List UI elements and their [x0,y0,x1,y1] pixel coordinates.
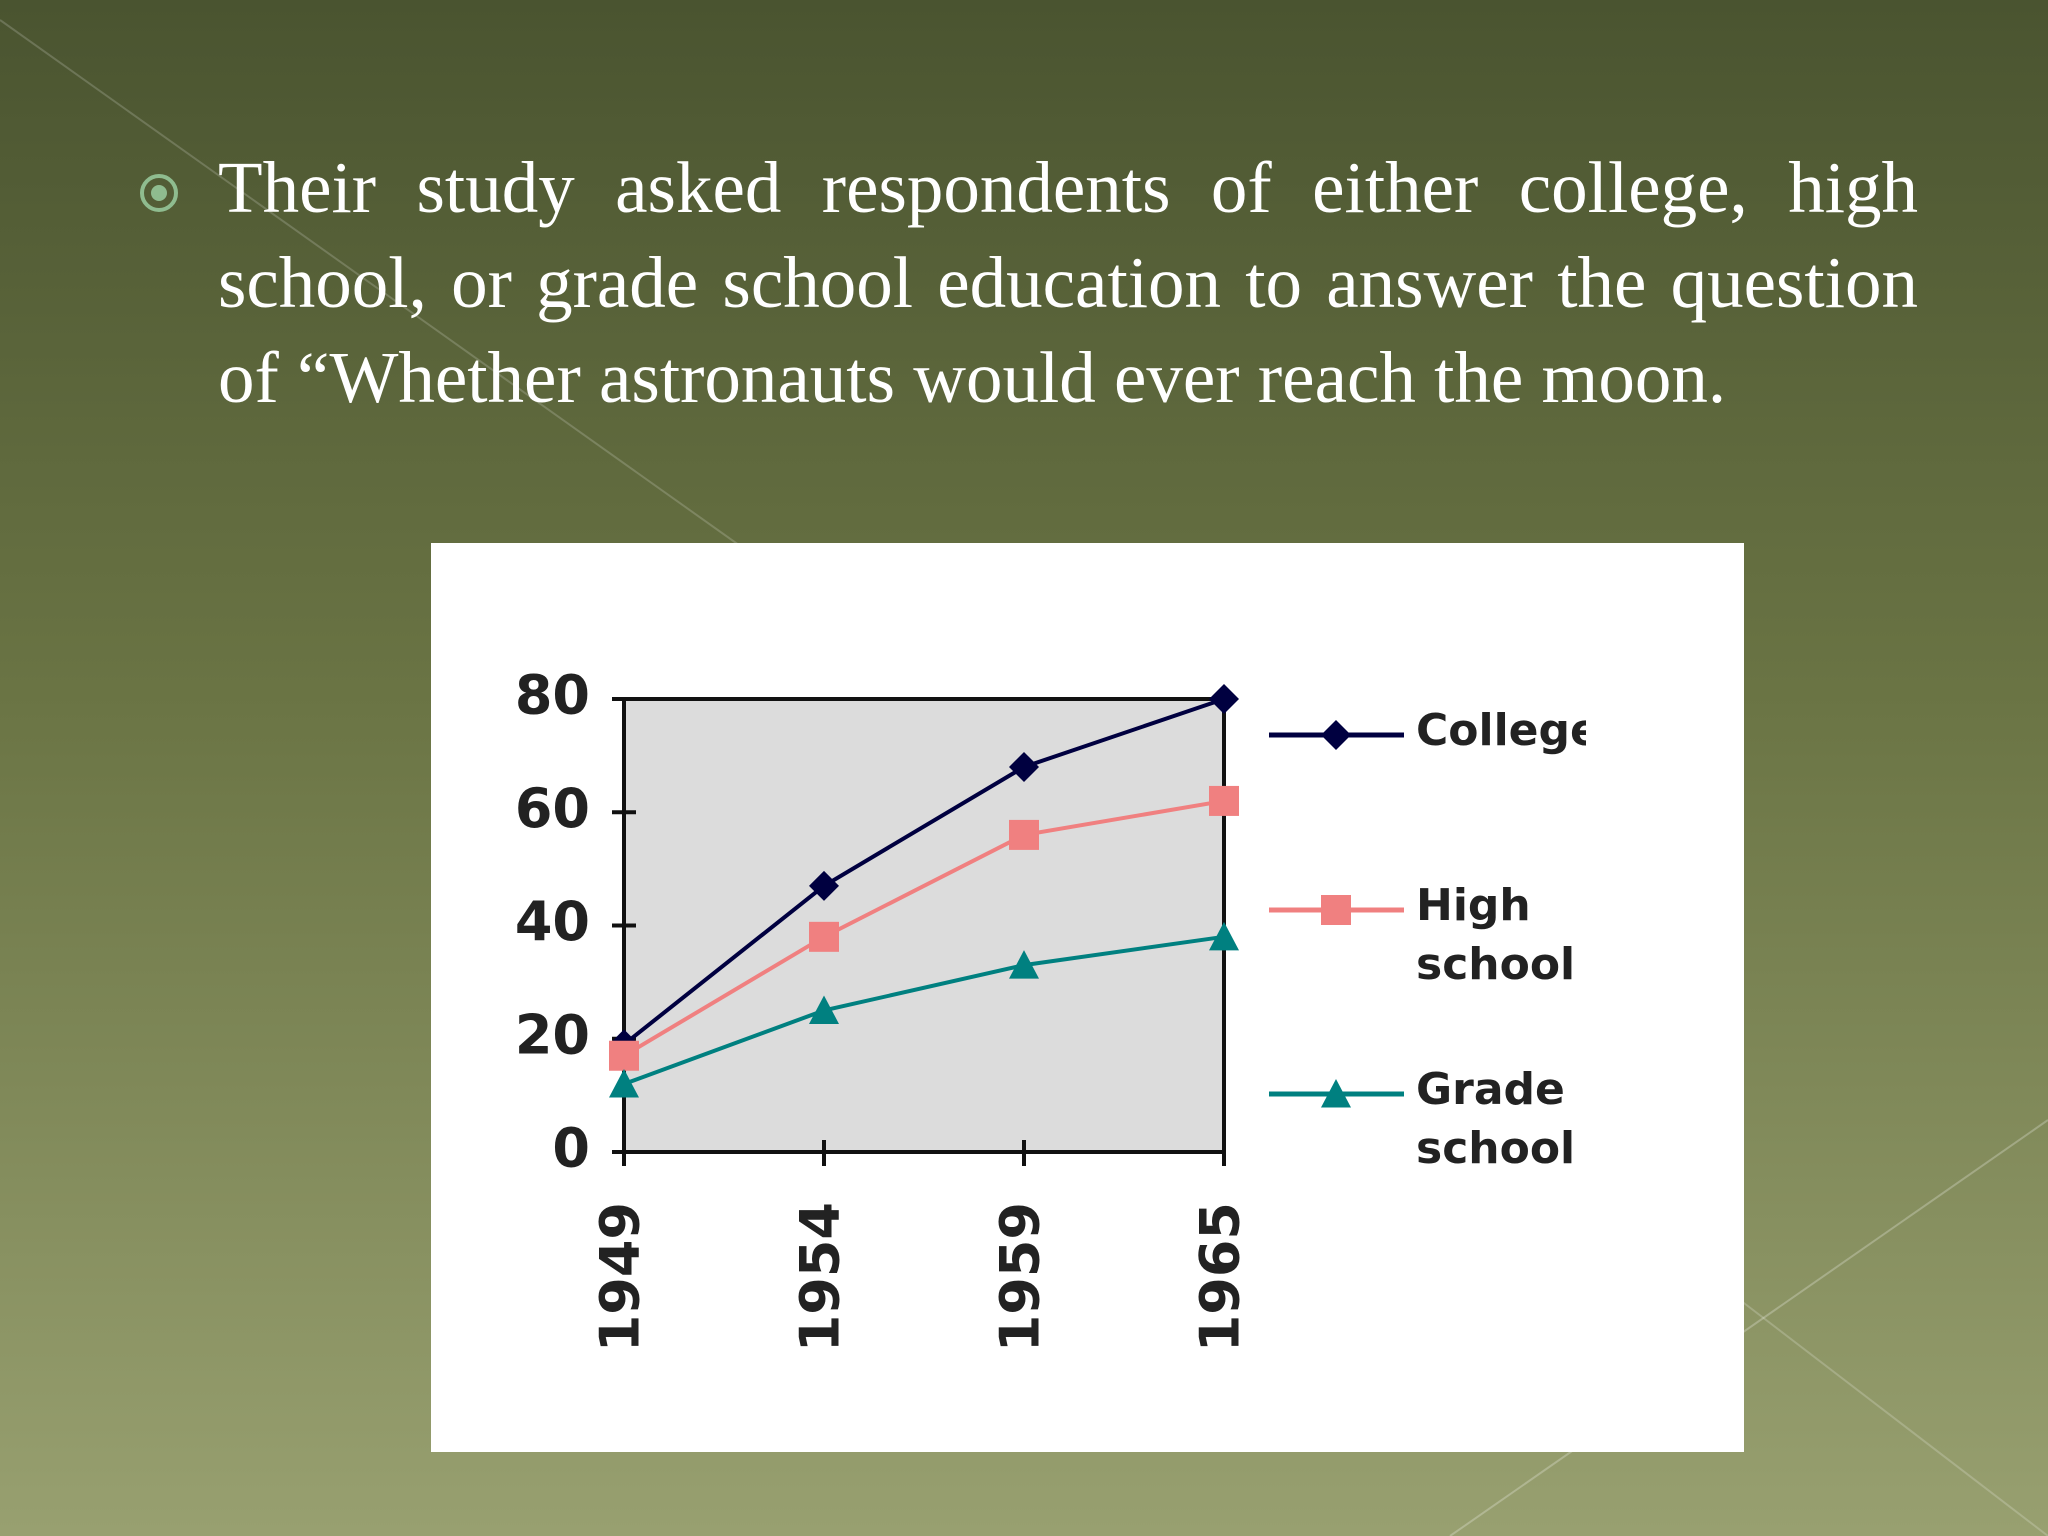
series-line [623,934,1225,1086]
legend-label: College [1416,705,1586,756]
x-tick-label: 1959 [989,1202,1052,1352]
marker [809,870,839,901]
marker [1321,720,1351,750]
x-tick-label: 1949 [589,1202,652,1352]
marker [1009,950,1039,979]
x-tick-label: 1954 [789,1202,852,1352]
x-tick-label: 1965 [1189,1202,1252,1352]
marker [1321,895,1351,925]
legend-label: High school [1416,880,1576,991]
series-line [622,697,1225,1046]
marker [1009,751,1039,782]
y-tick-label: 40 [515,890,590,953]
chart: 0 20 40 60 80 1949 1954 1959 1965 College High sch… [431,543,1744,1452]
marker [1209,684,1239,714]
y-tick-label: 60 [515,777,590,840]
legend-label-box: College [1416,705,1586,756]
marker [1009,819,1039,850]
deco-line [0,19,761,561]
plot-area [622,697,1226,1154]
legend-label-box: High school [1416,880,1576,991]
marker [809,995,839,1024]
deco-line [1739,1299,2048,1536]
y-tick-label: 0 [552,1117,590,1180]
marker [609,1069,639,1098]
y-tick-label: 20 [515,1003,590,1066]
bullet-icon-dot [151,185,167,201]
legend-label: Grade school [1416,1064,1576,1175]
deco-line [1449,1119,2048,1536]
bullet-text: Their study asked respondents of either … [218,147,1918,418]
marker [809,921,839,952]
marker [609,1040,639,1071]
legend-label-box: Grade school [1416,1064,1576,1175]
marker [1209,921,1239,951]
marker [1209,785,1239,816]
y-tick-label: 80 [515,664,590,727]
series-line [622,798,1225,1058]
bullet-icon [140,174,178,212]
marker [1321,1079,1351,1108]
